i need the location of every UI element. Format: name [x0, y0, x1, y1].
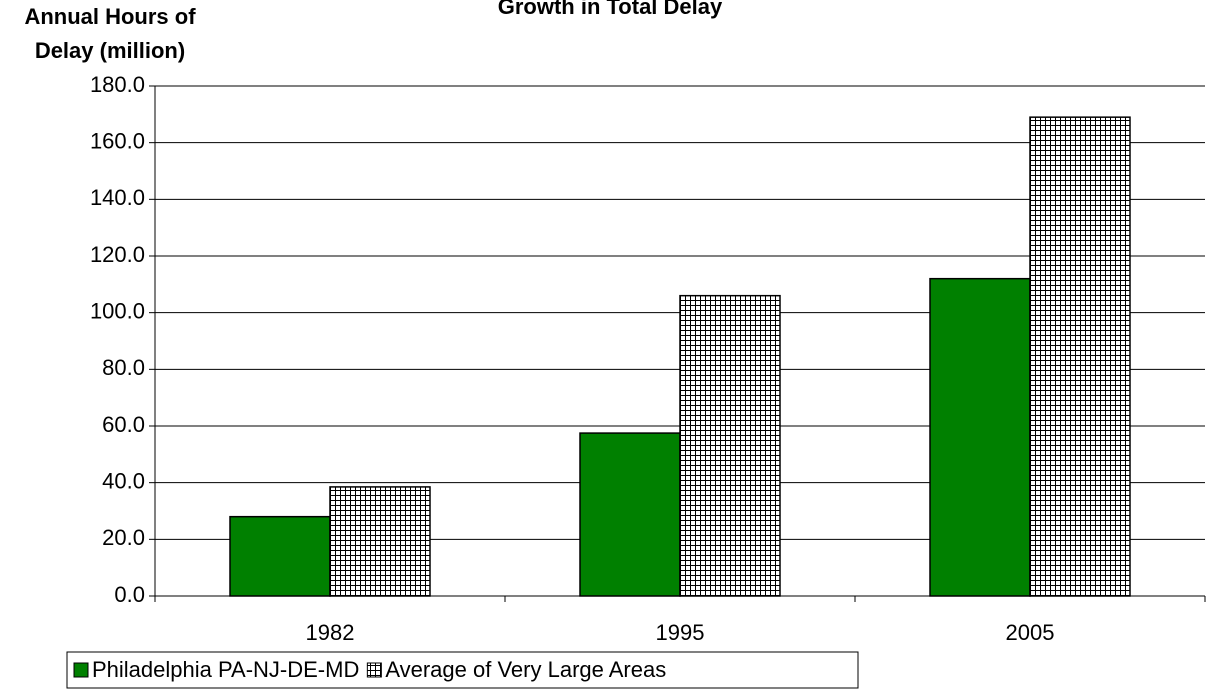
y-tick-label: 160.0	[90, 128, 145, 153]
y-tick-label: 120.0	[90, 242, 145, 267]
legend-label: Average of Very Large Areas	[385, 657, 666, 682]
legend-box	[66, 651, 859, 689]
y-tick-label: 80.0	[102, 355, 145, 380]
bar	[579, 432, 681, 597]
y-tick-label: 180.0	[90, 72, 145, 97]
bar	[329, 486, 431, 597]
legend-swatch	[366, 662, 382, 678]
x-tick-label: 1995	[656, 620, 705, 645]
bar	[229, 515, 331, 597]
bar	[679, 294, 781, 597]
y-tick-label: 100.0	[90, 298, 145, 323]
x-tick-label: 1982	[306, 620, 355, 645]
y-tick-label: 140.0	[90, 185, 145, 210]
chart-title: Growth in Total Delay	[498, 0, 723, 19]
y-tick-label: 0.0	[114, 582, 145, 607]
y-tick-label: 60.0	[102, 412, 145, 437]
y-axis-label: Annual Hours of	[24, 4, 196, 29]
legend-swatch	[73, 662, 89, 678]
legend-label: Philadelphia PA-NJ-DE-MD	[92, 657, 359, 682]
bar	[929, 277, 1031, 597]
y-tick-label: 20.0	[102, 525, 145, 550]
x-tick-label: 2005	[1006, 620, 1055, 645]
y-tick-label: 40.0	[102, 468, 145, 493]
y-axis-label: Delay (million)	[35, 38, 185, 63]
bar	[1029, 116, 1131, 597]
